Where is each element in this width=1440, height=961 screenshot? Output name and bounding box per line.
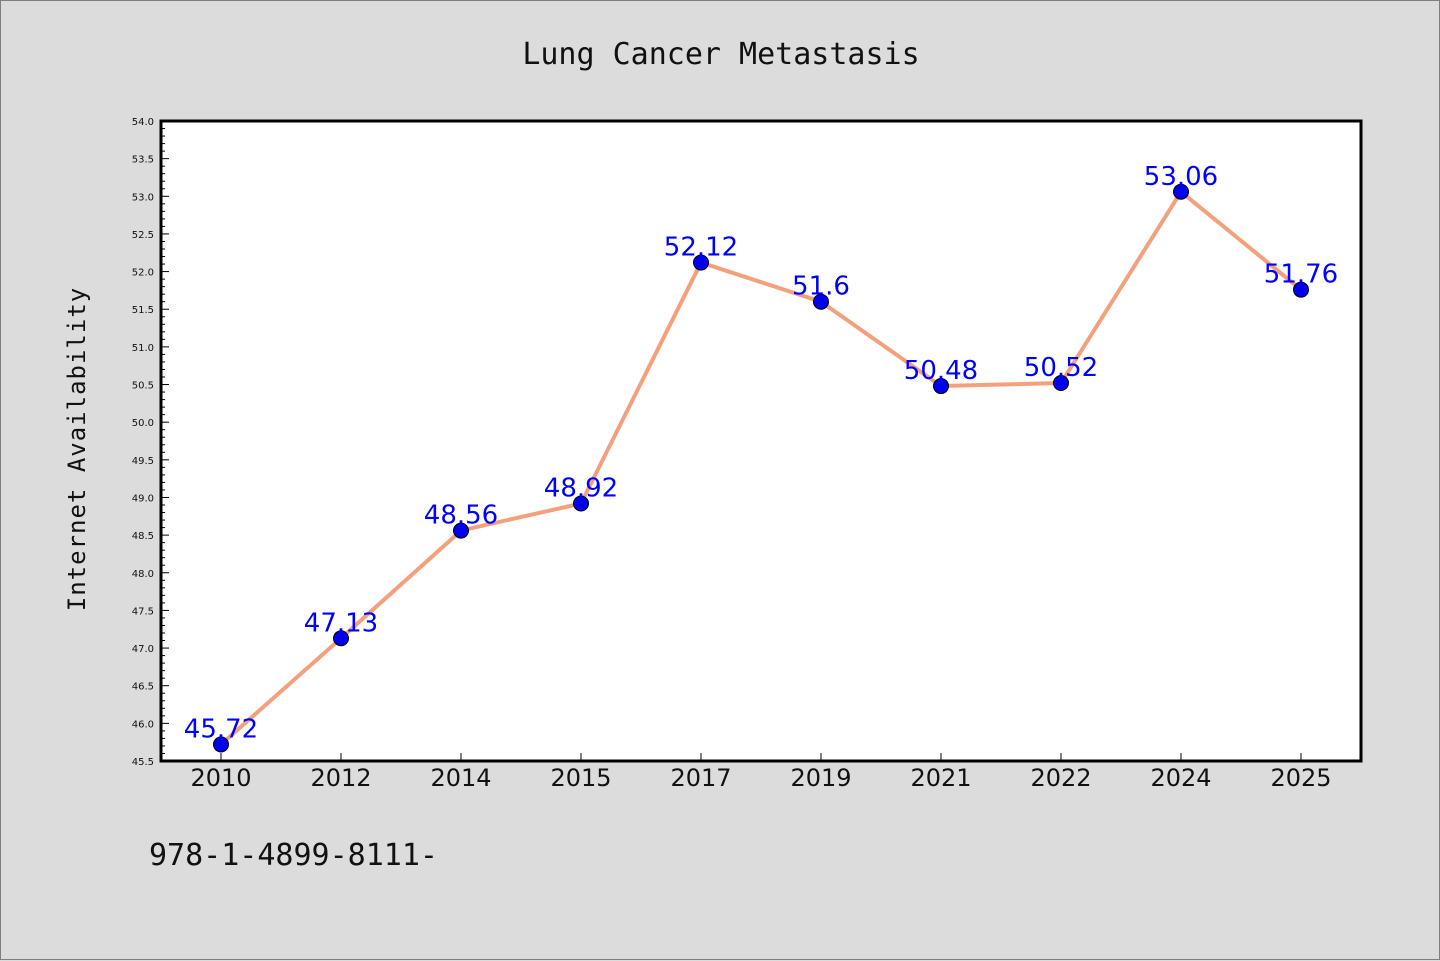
data-label: 50.48 xyxy=(904,356,978,386)
data-label: 50.52 xyxy=(1024,353,1098,383)
data-labels: 45.72 47.13 48.56 48.92 52.12 51.6 50.48 50.52 5… xyxy=(184,162,1338,745)
data-point xyxy=(213,736,229,753)
y-tick-label: 50.0 xyxy=(132,418,154,429)
data-label: 48.92 xyxy=(544,473,618,503)
x-tick-label: 2017 xyxy=(670,764,731,792)
y-tick-label: 53.0 xyxy=(132,192,154,203)
x-tick-label: 2021 xyxy=(910,764,971,792)
y-tick-label: 49.0 xyxy=(132,493,154,504)
y-tick-label: 48.0 xyxy=(132,569,154,580)
x-tick-label: 2012 xyxy=(310,764,371,792)
y-tick-label: 47.5 xyxy=(132,606,154,617)
series-layer xyxy=(213,183,1309,753)
y-tick-label: 50.5 xyxy=(132,381,154,392)
data-point xyxy=(813,293,829,310)
data-label: 52.12 xyxy=(664,233,738,263)
data-label: 51.6 xyxy=(792,272,850,302)
y-tick-label: 52.0 xyxy=(132,268,154,279)
chart-title: Lung Cancer Metastasis xyxy=(522,37,919,72)
y-tick-label: 47.0 xyxy=(132,644,154,655)
x-tick-label: 2025 xyxy=(1270,764,1331,792)
data-label: 53.06 xyxy=(1144,162,1218,192)
data-point xyxy=(453,522,469,539)
data-point xyxy=(693,254,709,271)
y-tick-label: 53.5 xyxy=(132,155,154,166)
y-tick-label: 49.5 xyxy=(132,456,154,467)
footer-text: 978-1-4899-8111- xyxy=(149,838,438,873)
data-label: 45.72 xyxy=(184,714,258,744)
data-label: 48.56 xyxy=(424,501,498,531)
x-tick-label: 2014 xyxy=(430,764,491,792)
data-label: 51.76 xyxy=(1264,260,1338,290)
data-point xyxy=(333,630,349,647)
data-point xyxy=(1173,183,1189,200)
data-point xyxy=(933,378,949,395)
y-axis-label: Internet Availability xyxy=(63,287,91,611)
y-tick-label: 54.0 xyxy=(132,117,154,128)
y-tick-label: 45.5 xyxy=(132,757,154,768)
x-tick-label: 2022 xyxy=(1030,764,1091,792)
data-point xyxy=(573,495,589,512)
data-point xyxy=(1293,281,1309,298)
y-tick-label: 48.5 xyxy=(132,531,154,542)
data-label: 47.13 xyxy=(304,608,378,638)
plot-border xyxy=(159,119,1363,763)
x-tick-label: 2010 xyxy=(190,764,251,792)
x-tick-label: 2024 xyxy=(1150,764,1211,792)
series-line xyxy=(219,189,1303,746)
y-tick-label: 51.0 xyxy=(132,343,154,354)
y-tick-label: 46.5 xyxy=(132,682,154,693)
y-tick-label: 52.5 xyxy=(132,230,154,241)
y-tick-label: 46.0 xyxy=(132,719,154,730)
data-point xyxy=(1053,375,1069,392)
plot-area xyxy=(161,121,1361,761)
axis-ticks: 45.5 46.0 46.5 47.0 47.5 48.0 48.5 49.0 49.5 50.0… xyxy=(132,117,1332,792)
x-tick-label: 2015 xyxy=(550,764,611,792)
x-tick-label: 2019 xyxy=(790,764,851,792)
y-tick-label: 51.5 xyxy=(132,305,154,316)
